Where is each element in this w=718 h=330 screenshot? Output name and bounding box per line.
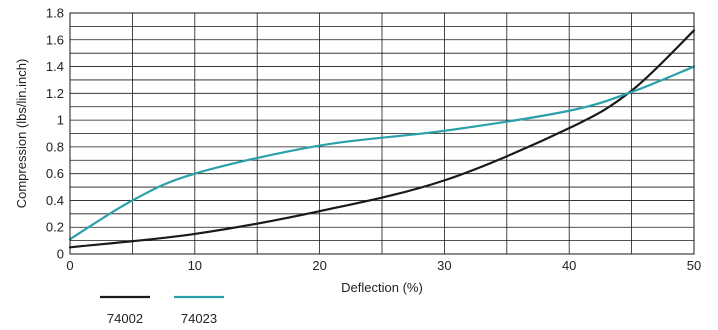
x-tick-label: 50 [687,258,701,273]
legend: 74002 74023 [100,295,224,326]
y-tick-label: 0.4 [46,193,64,208]
y-tick-label: 1.8 [46,6,64,21]
y-tick-label: 0.6 [46,166,64,181]
y-axis-title: Compression (lbs/lin.inch) [14,59,29,209]
x-tick-label: 20 [312,258,326,273]
y-tick-label: 0 [57,247,64,262]
x-tick-label: 40 [562,258,576,273]
y-tick-label: 1.2 [46,86,64,101]
y-tick-label: 0.8 [46,139,64,154]
grid [70,13,694,254]
plot-border [69,12,695,255]
y-tick-label: 1.6 [46,32,64,47]
y-tick-label: 1.4 [46,59,64,74]
y-tick-label: 1 [57,113,64,128]
x-tick-labels: 0 10 20 30 40 50 [66,258,701,273]
x-axis-title: Deflection (%) [341,280,423,295]
series-lines [68,29,696,249]
x-tick-label: 0 [66,258,73,273]
legend-label-74023: 74023 [181,311,217,326]
x-tick-label: 10 [188,258,202,273]
x-tick-label: 30 [437,258,451,273]
legend-label-74002: 74002 [107,311,143,326]
y-tick-label: 0.2 [46,220,64,235]
series-line-74023 [68,65,696,241]
y-tick-labels: 0 0.2 0.4 0.6 0.8 1 1.2 1.4 1.6 1.8 [46,6,64,262]
